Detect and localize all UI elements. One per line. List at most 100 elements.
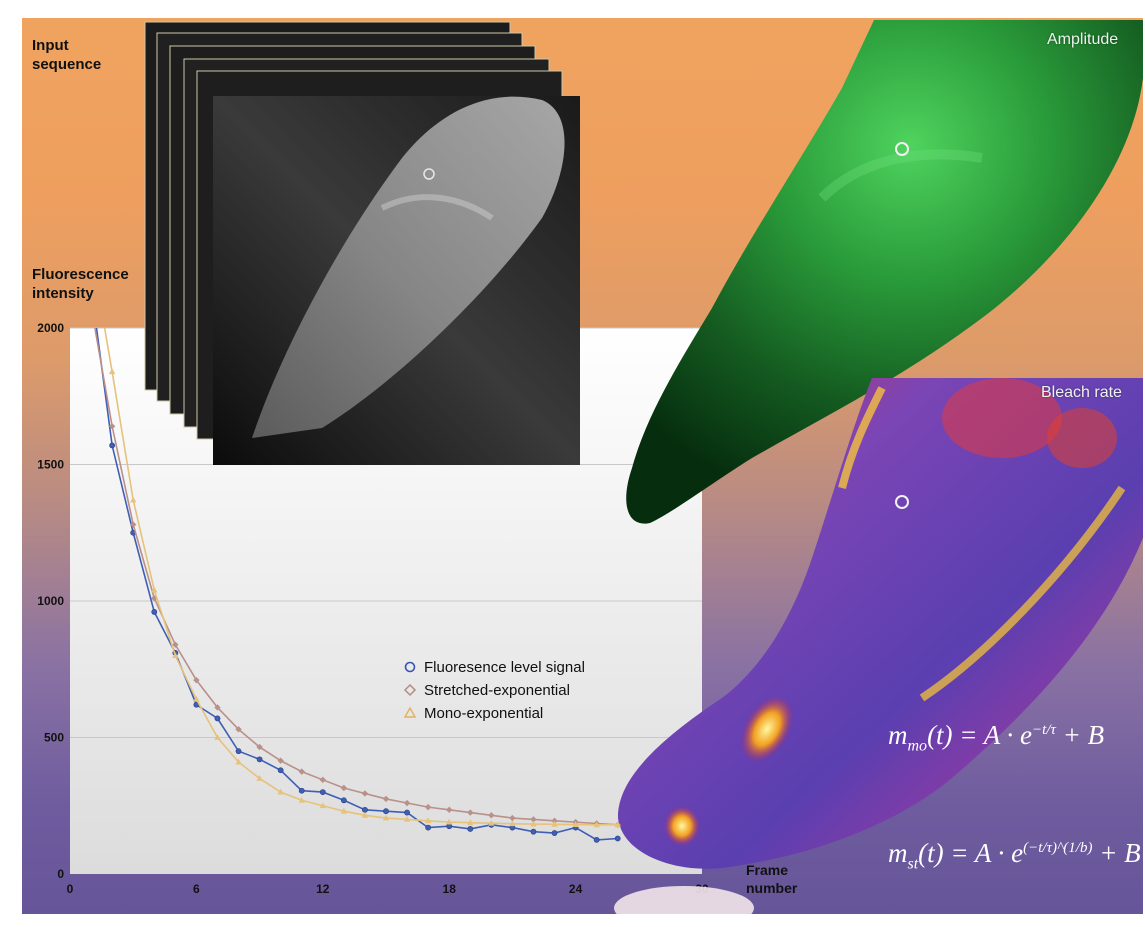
data-point xyxy=(424,817,432,824)
data-point xyxy=(361,811,369,818)
bleach-rate-label: Bleach rate xyxy=(1041,384,1122,401)
data-point xyxy=(403,816,411,822)
data-point xyxy=(340,797,347,804)
data-point xyxy=(446,818,453,825)
legend-marker xyxy=(404,661,416,673)
series-triangle xyxy=(88,245,621,828)
data-point xyxy=(551,830,558,836)
data-point xyxy=(193,695,200,702)
data-point xyxy=(235,758,242,765)
data-point xyxy=(235,748,242,755)
data-point xyxy=(467,809,474,816)
data-point xyxy=(88,303,94,309)
data-point xyxy=(108,423,116,430)
y-tick-label: 2000 xyxy=(37,321,64,335)
data-point xyxy=(319,789,326,795)
data-point xyxy=(614,835,621,842)
x-tick-label: 12 xyxy=(316,882,330,896)
data-point xyxy=(340,807,348,814)
data-point xyxy=(319,802,326,809)
legend-marker xyxy=(403,683,417,697)
data-point xyxy=(551,820,558,827)
data-point xyxy=(572,821,579,827)
data-point xyxy=(404,809,410,816)
data-point xyxy=(151,595,158,602)
mono-exponential-formula: mmo(t) = A · e−t/τ + B xyxy=(888,720,1105,755)
data-point xyxy=(193,676,200,684)
data-point xyxy=(151,609,158,615)
axis-tip-glow xyxy=(614,886,754,914)
data-point xyxy=(530,816,537,823)
data-point xyxy=(298,796,305,803)
x-tick-label: 0 xyxy=(67,882,74,896)
legend: Fluoresence level signal Stretched-expone… xyxy=(403,659,585,722)
data-point xyxy=(383,808,389,815)
data-point xyxy=(424,803,432,811)
data-point xyxy=(214,715,221,722)
data-point xyxy=(214,734,221,740)
data-point xyxy=(446,806,453,814)
figure-canvas: Input sequence Fluorescence intensity Fr… xyxy=(22,18,1143,914)
series-layer xyxy=(88,245,621,843)
data-point xyxy=(277,767,284,774)
data-point xyxy=(551,817,558,824)
data-point xyxy=(382,795,390,803)
data-point xyxy=(467,826,474,832)
x-tick-label: 24 xyxy=(569,882,583,896)
x-tick-label: 18 xyxy=(443,882,457,896)
data-point xyxy=(235,726,242,733)
data-point xyxy=(298,768,305,775)
data-point xyxy=(530,820,537,827)
data-point xyxy=(88,284,93,289)
legend-label: Fluoresence level signal xyxy=(424,659,585,676)
data-point xyxy=(319,776,326,784)
series-line xyxy=(94,328,618,826)
legend-label: Mono-exponential xyxy=(424,705,543,722)
data-point xyxy=(277,757,284,764)
data-point xyxy=(362,806,368,813)
input-sequence-label: Input sequence xyxy=(32,37,102,73)
legend-label: Stretched-exponential xyxy=(424,682,570,699)
data-point xyxy=(509,820,516,827)
input-sequence-stack xyxy=(144,21,580,465)
decay-chart: 05001000150020000612182430 xyxy=(37,20,1143,914)
axis-ticks: 05001000150020000612182430 xyxy=(37,321,709,896)
data-point xyxy=(172,652,179,658)
data-point xyxy=(256,756,263,763)
amplitude-label: Amplitude xyxy=(1047,31,1119,48)
data-point xyxy=(256,775,263,781)
data-point xyxy=(151,586,158,593)
amplitude-image xyxy=(626,20,1143,524)
data-point xyxy=(298,787,305,794)
data-point xyxy=(214,704,221,711)
data-point xyxy=(403,799,411,807)
y-tick-label: 1000 xyxy=(37,594,64,608)
data-point xyxy=(172,641,179,648)
data-point xyxy=(593,836,600,843)
data-point xyxy=(88,245,94,251)
data-point xyxy=(467,819,474,826)
data-point xyxy=(109,442,116,449)
data-point xyxy=(509,814,516,822)
x-axis-title: Frame number xyxy=(746,862,798,896)
data-point xyxy=(130,496,137,503)
y-tick-label: 500 xyxy=(44,731,64,745)
data-point xyxy=(488,812,495,819)
data-point xyxy=(614,821,621,828)
series-line xyxy=(103,328,618,826)
data-point xyxy=(256,743,263,751)
legend-marker xyxy=(403,706,417,718)
data-point xyxy=(593,821,600,828)
y-tick-label: 0 xyxy=(57,867,64,881)
data-point xyxy=(108,368,116,375)
y-axis-title: Fluorescence intensity xyxy=(32,266,129,302)
data-point xyxy=(340,784,348,792)
y-tick-label: 1500 xyxy=(37,458,64,472)
data-point xyxy=(382,814,390,821)
data-point xyxy=(277,788,284,795)
data-point xyxy=(425,824,432,831)
data-point xyxy=(488,819,495,826)
x-tick-label: 6 xyxy=(193,882,200,896)
stretched-exponential-formula: mst(t) = A · e(−t/τ)^(1/b) + B xyxy=(888,838,1141,873)
bleach-rate-image xyxy=(617,378,1143,869)
